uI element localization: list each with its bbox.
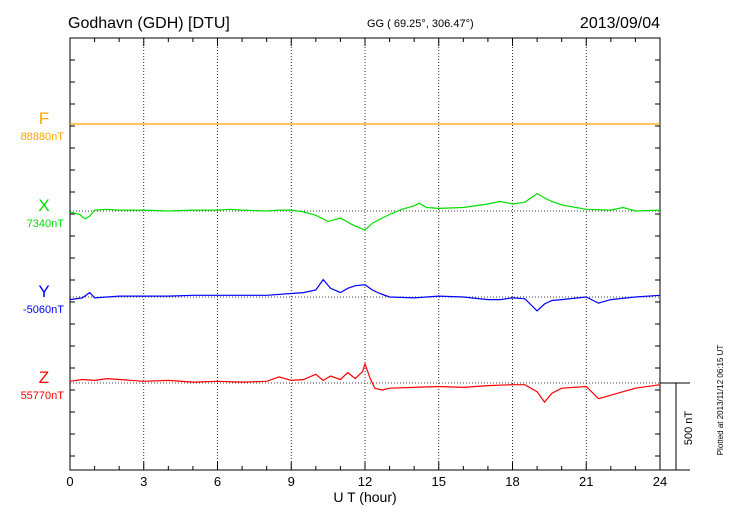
axis-ticks	[69, 38, 661, 470]
station-coordinates: GG ( 69.25°, 306.47°)	[367, 18, 474, 30]
series-y-baseline-value: -5060nT	[23, 304, 64, 316]
series-x-baseline-value: 7340nT	[27, 218, 65, 230]
x-tick-label: 0	[66, 474, 73, 489]
series-y-line	[69, 278, 661, 312]
series-z-line	[69, 362, 661, 404]
series-labels: F 88880nT X 7340nT Y -5060nT Z 55770nT	[21, 109, 65, 402]
series-z-baseline-value: 55770nT	[21, 390, 65, 402]
series-lines	[69, 123, 661, 404]
grid-lines	[143, 38, 587, 470]
x-tick-label: 9	[288, 474, 295, 489]
series-z-name: Z	[39, 368, 49, 387]
x-tick-label: 21	[579, 474, 593, 489]
x-tick-label: 15	[432, 474, 446, 489]
date-label: 2013/09/04	[580, 15, 660, 32]
station-title: Godhavn (GDH) [DTU]	[68, 15, 230, 32]
x-tick-labels: 0 3 6 9 12 15 18 21 24	[66, 474, 667, 489]
scale-bar: 500 nT	[660, 382, 695, 471]
series-x-name: X	[38, 196, 49, 215]
scale-bar-label: 500 nT	[683, 411, 695, 446]
series-x-line	[69, 192, 661, 231]
x-tick-label: 12	[358, 474, 372, 489]
series-f-baseline-value: 88880nT	[21, 131, 65, 143]
plotted-note: Plotted at 2013/11/12 06:15 UT	[716, 345, 725, 456]
x-tick-label: 6	[214, 474, 221, 489]
x-tick-label: 24	[653, 474, 667, 489]
x-tick-label: 3	[140, 474, 147, 489]
series-y-name: Y	[38, 282, 49, 301]
series-f-name: F	[39, 109, 49, 128]
x-tick-label: 18	[505, 474, 519, 489]
x-axis-label: U T (hour)	[333, 489, 396, 505]
